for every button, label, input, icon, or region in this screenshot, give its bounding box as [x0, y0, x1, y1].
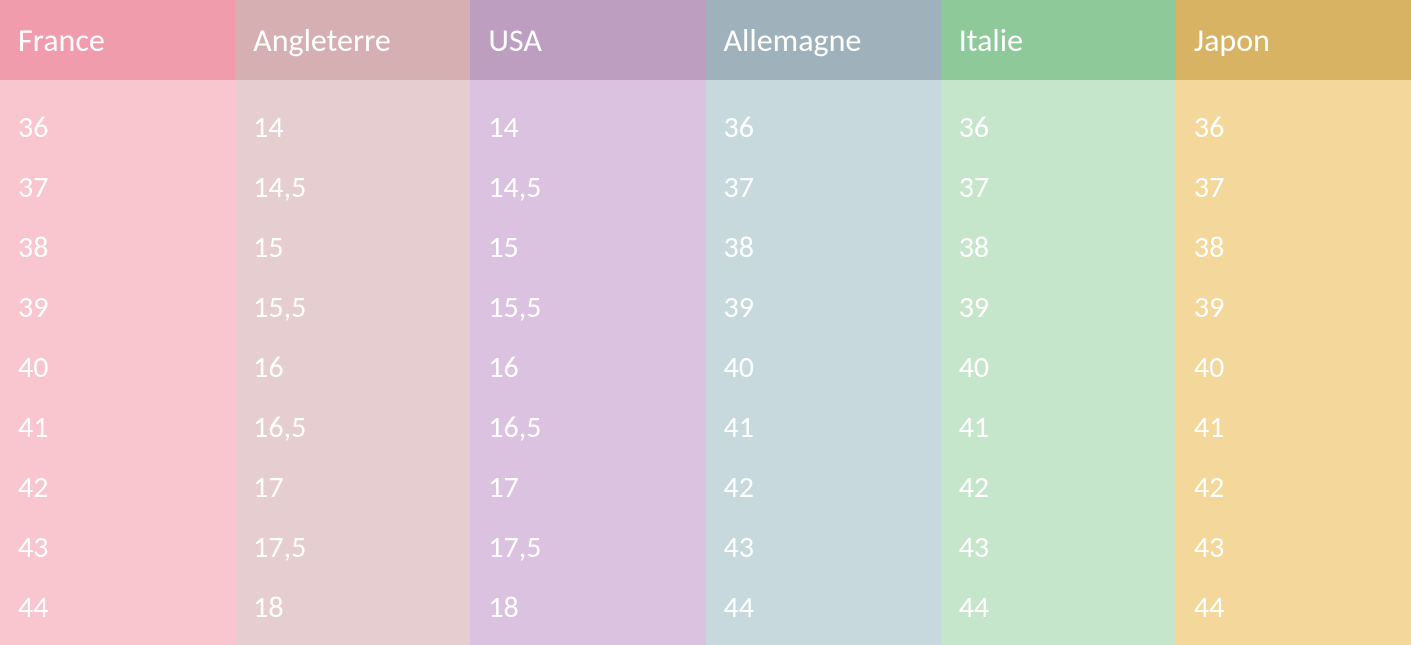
table-cell: 36	[1194, 98, 1411, 158]
table-column: USA1414,51515,51616,51717,518	[470, 0, 705, 645]
table-cell: 44	[959, 578, 1176, 638]
table-cell: 16	[253, 338, 470, 398]
table-cell: 15	[488, 218, 705, 278]
table-cell: 39	[724, 278, 941, 338]
column-header: USA	[470, 0, 705, 80]
column-body: 363738394041424344	[1176, 80, 1411, 645]
table-cell: 17,5	[253, 518, 470, 578]
column-header: Italie	[941, 0, 1176, 80]
table-cell: 39	[1194, 278, 1411, 338]
table-cell: 18	[253, 578, 470, 638]
column-body: 1414,51515,51616,51717,518	[235, 80, 470, 645]
table-cell: 17	[253, 458, 470, 518]
table-cell: 41	[18, 398, 235, 458]
table-cell: 38	[1194, 218, 1411, 278]
table-cell: 36	[959, 98, 1176, 158]
table-cell: 41	[1194, 398, 1411, 458]
table-cell: 44	[18, 578, 235, 638]
table-cell: 37	[1194, 158, 1411, 218]
table-cell: 41	[724, 398, 941, 458]
table-cell: 39	[959, 278, 1176, 338]
table-cell: 42	[959, 458, 1176, 518]
column-header: Angleterre	[235, 0, 470, 80]
table-cell: 37	[18, 158, 235, 218]
table-cell: 44	[1194, 578, 1411, 638]
column-body: 1414,51515,51616,51717,518	[470, 80, 705, 645]
table-cell: 15,5	[253, 278, 470, 338]
column-body: 363738394041424344	[0, 80, 235, 645]
table-cell: 14,5	[253, 158, 470, 218]
table-column: Angleterre1414,51515,51616,51717,518	[235, 0, 470, 645]
table-cell: 43	[18, 518, 235, 578]
table-cell: 38	[724, 218, 941, 278]
table-cell: 14,5	[488, 158, 705, 218]
table-cell: 17,5	[488, 518, 705, 578]
table-cell: 40	[724, 338, 941, 398]
table-cell: 14	[488, 98, 705, 158]
column-body: 363738394041424344	[941, 80, 1176, 645]
table-cell: 37	[724, 158, 941, 218]
column-body: 363738394041424344	[706, 80, 941, 645]
table-column: Allemagne363738394041424344	[706, 0, 941, 645]
table-cell: 14	[253, 98, 470, 158]
table-cell: 16,5	[253, 398, 470, 458]
column-header: France	[0, 0, 235, 80]
table-cell: 40	[959, 338, 1176, 398]
table-cell: 18	[488, 578, 705, 638]
table-cell: 36	[724, 98, 941, 158]
table-cell: 43	[959, 518, 1176, 578]
table-cell: 43	[1194, 518, 1411, 578]
table-column: Japon363738394041424344	[1176, 0, 1411, 645]
table-column: France363738394041424344	[0, 0, 235, 645]
table-cell: 16,5	[488, 398, 705, 458]
table-cell: 38	[18, 218, 235, 278]
table-cell: 15,5	[488, 278, 705, 338]
table-cell: 42	[1194, 458, 1411, 518]
table-cell: 40	[18, 338, 235, 398]
table-cell: 44	[724, 578, 941, 638]
table-cell: 16	[488, 338, 705, 398]
table-cell: 39	[18, 278, 235, 338]
table-cell: 17	[488, 458, 705, 518]
table-cell: 42	[18, 458, 235, 518]
table-cell: 38	[959, 218, 1176, 278]
table-cell: 36	[18, 98, 235, 158]
column-header: Japon	[1176, 0, 1411, 80]
size-conversion-table: France363738394041424344Angleterre1414,5…	[0, 0, 1411, 645]
table-cell: 41	[959, 398, 1176, 458]
table-cell: 37	[959, 158, 1176, 218]
table-cell: 43	[724, 518, 941, 578]
column-header: Allemagne	[706, 0, 941, 80]
table-column: Italie363738394041424344	[941, 0, 1176, 645]
table-cell: 15	[253, 218, 470, 278]
table-cell: 40	[1194, 338, 1411, 398]
table-cell: 42	[724, 458, 941, 518]
